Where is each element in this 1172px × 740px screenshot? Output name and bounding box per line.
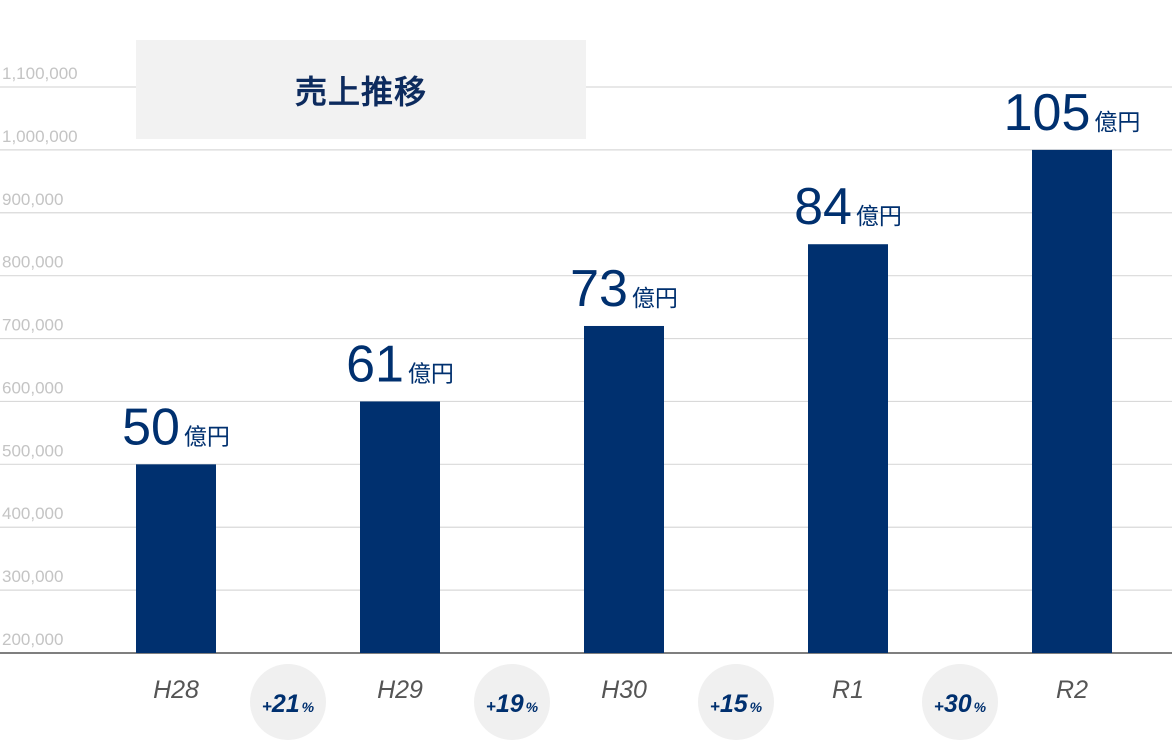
bar-h30	[584, 325, 664, 653]
value-label-number: 84	[794, 178, 852, 236]
bar-h28	[136, 464, 216, 653]
x-tick-label: H29	[377, 676, 423, 704]
value-label: 105 億円	[1004, 84, 1141, 142]
y-tick-label: 200,000	[2, 630, 63, 649]
growth-badge-sign: +	[486, 697, 496, 716]
value-label: 61 億円	[346, 335, 454, 393]
x-axis-ticks: H28 H29 H30 R1 R2	[153, 676, 1088, 704]
growth-badge-unit: %	[302, 699, 315, 715]
value-label-unit: 億円	[1094, 110, 1140, 136]
value-label-number: 73	[570, 260, 628, 318]
growth-badge-text: +30%	[934, 690, 987, 718]
x-tick-label: R1	[832, 676, 864, 704]
growth-badge-unit: %	[974, 699, 987, 715]
bars	[136, 149, 1112, 653]
growth-badge	[250, 664, 326, 740]
value-label: 73 億円	[570, 260, 678, 318]
growth-badge-text: +15%	[710, 690, 763, 718]
growth-badge-value: 21	[271, 690, 300, 718]
value-label: 84 億円	[794, 178, 902, 236]
y-tick-label: 300,000	[2, 567, 63, 586]
growth-badge-unit: %	[750, 699, 763, 715]
chart-title: 売上推移	[294, 72, 427, 111]
x-tick-label: R2	[1056, 676, 1088, 704]
growth-badge-unit: %	[526, 699, 539, 715]
y-tick-label: 500,000	[2, 441, 63, 460]
growth-badge-sign: +	[710, 697, 720, 716]
y-tick-label: 1,100,000	[2, 64, 78, 83]
chart-title-box: 売上推移	[136, 40, 586, 139]
bar-r2	[1032, 149, 1112, 653]
growth-badge	[922, 664, 998, 740]
growth-badges: +21% +19% +15% +30%	[250, 664, 998, 740]
y-tick-label: 700,000	[2, 316, 63, 335]
value-label-unit: 億円	[632, 286, 678, 312]
growth-badge-value: 30	[944, 690, 972, 718]
y-tick-label: 1,000,000	[2, 127, 78, 146]
value-label-unit: 億円	[408, 361, 454, 387]
growth-badge-sign: +	[934, 697, 944, 716]
bar-h29	[360, 401, 440, 653]
y-tick-label: 900,000	[2, 190, 63, 209]
y-tick-label: 800,000	[2, 253, 63, 272]
value-label-unit: 億円	[856, 204, 902, 230]
value-label-number: 50	[122, 398, 180, 456]
growth-badge	[698, 664, 774, 740]
growth-badge-value: 19	[496, 690, 524, 718]
value-label: 50 億円	[122, 398, 230, 456]
growth-badge	[474, 664, 550, 740]
x-tick-label: H28	[153, 676, 199, 704]
x-tick-label: H30	[601, 676, 647, 704]
value-label-number: 105	[1004, 84, 1091, 142]
growth-badge-text: +19%	[486, 690, 539, 718]
y-axis-ticks: 200,000 300,000 400,000 500,000 600,000 700,0…	[2, 64, 78, 649]
growth-badge-text: +21%	[262, 690, 315, 718]
growth-badge-value: 15	[720, 690, 749, 718]
y-tick-label: 400,000	[2, 504, 63, 523]
value-label-number: 61	[346, 335, 404, 393]
bar-r1	[808, 244, 888, 653]
value-label-unit: 億円	[184, 424, 230, 450]
y-tick-label: 600,000	[2, 378, 63, 397]
growth-badge-sign: +	[262, 697, 272, 716]
